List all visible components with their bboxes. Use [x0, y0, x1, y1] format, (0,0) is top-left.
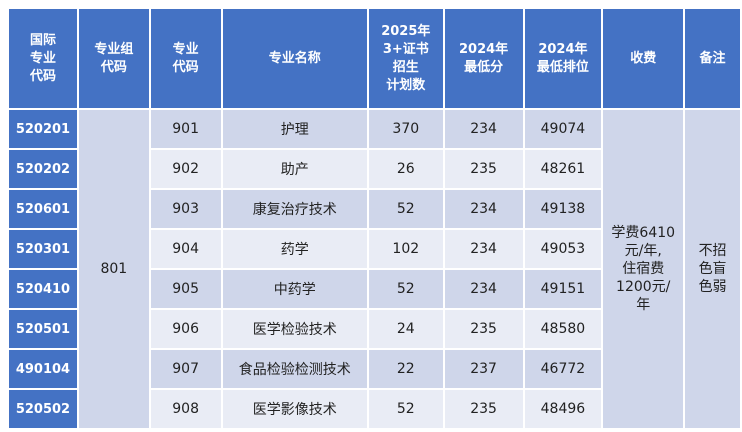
intl-code-cell: 520502: [9, 390, 77, 428]
major-code-cell: 906: [150, 310, 221, 348]
header-major-name: 专业名称: [222, 9, 367, 108]
plan-cell: 102: [368, 230, 443, 268]
major-code-cell: 903: [150, 190, 221, 228]
min-score-cell: 234: [444, 270, 523, 308]
min-score-cell: 237: [444, 350, 523, 388]
intl-code-cell: 520410: [9, 270, 77, 308]
plan-cell: 24: [368, 310, 443, 348]
table-row: 520501 906 医学检验技术 24 235 48580: [9, 310, 740, 348]
header-major-code: 专业 代码: [150, 9, 221, 108]
major-code-cell: 902: [150, 150, 221, 188]
intl-code-cell: 520301: [9, 230, 77, 268]
major-name-cell: 康复治疗技术: [222, 190, 367, 228]
header-row: 国际 专业 代码 专业组 代码 专业 代码 专业名称 2025年 3+证书 招生…: [9, 9, 740, 108]
header-intl-code: 国际 专业 代码: [9, 9, 77, 108]
min-score-cell: 235: [444, 150, 523, 188]
major-name-cell: 护理: [222, 110, 367, 148]
min-score-cell: 234: [444, 110, 523, 148]
remark-cell: 不招 色盲 色弱: [685, 110, 740, 428]
major-name-cell: 助产: [222, 150, 367, 188]
plan-cell: 22: [368, 350, 443, 388]
intl-code-cell: 520202: [9, 150, 77, 188]
header-fee: 收费: [603, 9, 684, 108]
min-rank-cell: 48261: [524, 150, 602, 188]
min-rank-cell: 49074: [524, 110, 602, 148]
table-row: 520301 904 药学 102 234 49053: [9, 230, 740, 268]
group-code-cell: 801: [78, 110, 149, 428]
header-min-rank: 2024年 最低排位: [524, 9, 602, 108]
table-row: 520202 902 助产 26 235 48261: [9, 150, 740, 188]
min-rank-cell: 49053: [524, 230, 602, 268]
major-code-cell: 904: [150, 230, 221, 268]
table-row: 520601 903 康复治疗技术 52 234 49138: [9, 190, 740, 228]
intl-code-cell: 520501: [9, 310, 77, 348]
intl-code-cell: 490104: [9, 350, 77, 388]
header-group-code: 专业组 代码: [78, 9, 149, 108]
major-code-cell: 901: [150, 110, 221, 148]
min-rank-cell: 48580: [524, 310, 602, 348]
plan-cell: 26: [368, 150, 443, 188]
fee-cell: 学费6410 元/年, 住宿费 1200元/ 年: [603, 110, 684, 428]
min-score-cell: 235: [444, 310, 523, 348]
min-score-cell: 235: [444, 390, 523, 428]
plan-cell: 52: [368, 190, 443, 228]
min-rank-cell: 49138: [524, 190, 602, 228]
table-row: 520201 801 901 护理 370 234 49074 学费6410 元…: [9, 110, 740, 428]
admission-table-container: 国际 专业 代码 专业组 代码 专业 代码 专业名称 2025年 3+证书 招生…: [7, 7, 742, 430]
major-name-cell: 中药学: [222, 270, 367, 308]
min-rank-cell: 49151: [524, 270, 602, 308]
intl-code-cell: 520201: [9, 110, 77, 148]
min-rank-cell: 46772: [524, 350, 602, 388]
major-code-cell: 908: [150, 390, 221, 428]
header-plan: 2025年 3+证书 招生 计划数: [368, 9, 443, 108]
major-code-cell: 907: [150, 350, 221, 388]
table-row: 490104 907 食品检验检测技术 22 237 46772: [9, 350, 740, 388]
major-name-cell: 药学: [222, 230, 367, 268]
major-name-cell: 食品检验检测技术: [222, 350, 367, 388]
plan-cell: 370: [368, 110, 443, 148]
min-score-cell: 234: [444, 230, 523, 268]
plan-cell: 52: [368, 270, 443, 308]
major-code-cell: 905: [150, 270, 221, 308]
plan-cell: 52: [368, 390, 443, 428]
min-rank-cell: 48496: [524, 390, 602, 428]
intl-code-cell: 520601: [9, 190, 77, 228]
table-row: 520410 905 中药学 52 234 49151: [9, 270, 740, 308]
major-name-cell: 医学检验技术: [222, 310, 367, 348]
min-score-cell: 234: [444, 190, 523, 228]
table-row: 520502 908 医学影像技术 52 235 48496: [9, 390, 740, 428]
header-remark: 备注: [685, 9, 740, 108]
admission-table: 国际 专业 代码 专业组 代码 专业 代码 专业名称 2025年 3+证书 招生…: [7, 7, 742, 430]
header-min-score: 2024年 最低分: [444, 9, 523, 108]
major-name-cell: 医学影像技术: [222, 390, 367, 428]
